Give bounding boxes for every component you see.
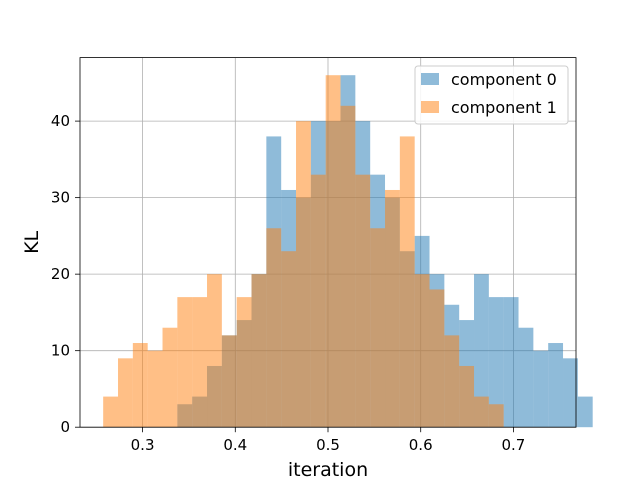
x-tick-label: 0.5 [316,436,340,454]
histogram-bar-component-1 [459,365,475,428]
histogram-bar-component-1 [103,396,119,428]
histogram-bar-component-1 [444,335,460,428]
histogram-bar-component-1 [236,297,252,428]
histogram-bar-component-1 [474,396,489,428]
histogram-bar-component-0 [577,396,593,428]
x-tick-label: 0.3 [131,436,155,454]
x-tick-label: 0.7 [501,436,525,454]
x-tick-label: 0.4 [223,436,247,454]
legend-label-component-0: component 0 [451,70,557,89]
histogram-bars [103,75,593,428]
y-axis-label: KL [21,230,43,253]
legend-swatch-component-0 [421,73,439,85]
y-tick-label: 0 [60,418,70,436]
histogram-bar-component-0 [518,327,534,428]
histogram-bar-component-0 [503,297,519,428]
legend-box [414,65,569,125]
y-tick-label: 10 [51,342,70,360]
histogram-bar-component-1 [385,189,400,428]
histogram-bar-component-1 [251,274,267,428]
histogram-bar-component-1 [488,404,504,428]
histogram-bar-component-1 [207,274,222,428]
histogram-bar-component-1 [177,297,193,428]
histogram-bar-component-1 [162,327,178,428]
histogram-bar-component-1 [399,136,415,428]
x-tick-label: 0.6 [409,436,433,454]
histogram-bar-component-1 [325,75,341,428]
histogram-bar-component-1 [132,343,148,428]
histogram-bar-component-1 [370,228,386,428]
histogram-bar-component-1 [414,274,430,428]
histogram-bar-component-1 [355,174,371,428]
axis-ticks: 0.3 0.4 0.5 0.6 0.7 0 10 20 30 40 [51,112,525,454]
legend: component 0 component 1 [414,65,569,125]
histogram-bar-component-1 [281,251,297,428]
histogram-bar-component-0 [533,350,549,428]
histogram-bar-component-1 [266,228,282,428]
legend-swatch-component-1 [421,101,439,113]
legend-label-component-1: component 1 [451,98,557,117]
y-tick-label: 40 [51,112,70,130]
histogram-bar-component-1 [118,358,133,428]
histogram-bar-component-1 [147,350,163,428]
histogram-bar-component-1 [340,105,356,428]
y-tick-label: 30 [51,189,70,207]
histogram-bar-component-0 [548,343,564,428]
histogram-bar-component-1 [296,121,311,428]
histogram-bar-component-0 [563,358,578,428]
histogram-bar-component-1 [310,174,326,428]
histogram-bar-component-1 [221,335,237,428]
histogram-bar-component-0 [488,297,504,428]
x-axis-label: iteration [288,459,368,480]
histogram-bar-component-0 [474,274,489,428]
y-tick-label: 20 [51,265,70,283]
histogram-bar-component-1 [429,289,445,428]
histogram-bar-component-1 [192,297,208,428]
